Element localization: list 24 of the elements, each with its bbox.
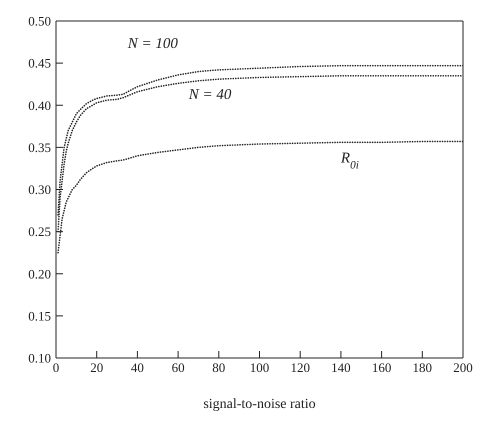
y-tick-label: 0.10	[28, 350, 51, 366]
y-tick-label: 0.35	[28, 140, 51, 155]
x-tick-label: 200	[453, 360, 473, 376]
y-tick-label: 0.50	[28, 14, 51, 29]
x-tick-label: 40	[130, 360, 144, 376]
x-tick-label: 120	[290, 360, 310, 376]
x-tick-label: 20	[90, 360, 104, 376]
x-tick-label: 60	[172, 360, 185, 376]
y-tick-label: 0.20	[28, 266, 51, 282]
x-tick-label: 80	[212, 360, 226, 376]
x-tick-label: 100	[250, 360, 270, 376]
y-tick-label: 0.40	[28, 98, 51, 113]
x-tick-label: 140	[331, 360, 351, 376]
y-tick-label: 0.30	[28, 182, 51, 198]
series-label: N = 100	[126, 36, 178, 52]
series-label: N = 40	[188, 87, 232, 104]
x-axis-title: signal-to-noise ratio	[203, 397, 316, 412]
y-tick-label: 0.45	[28, 56, 51, 71]
x-tick-label: 180	[412, 360, 432, 376]
x-tick-label: 160	[372, 360, 392, 376]
y-tick-label: 0.25	[28, 224, 51, 240]
series-label: R$_{0i}$	[340, 150, 359, 172]
x-tick-label: 0	[52, 360, 60, 376]
y-tick-label: 0.15	[28, 308, 51, 324]
